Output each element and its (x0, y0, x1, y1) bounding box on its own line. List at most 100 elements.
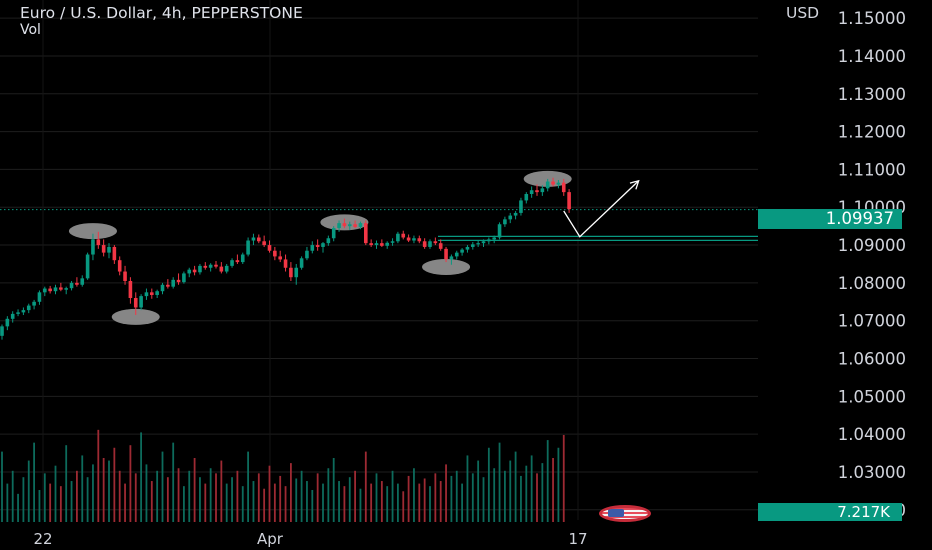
volume-bar (156, 470, 159, 522)
volume-bar (76, 470, 78, 522)
volume-bar (33, 442, 35, 522)
chart-title: Euro / U.S. Dollar, 4h, PEPPERSTONE (20, 4, 303, 22)
candle (123, 271, 127, 281)
candle (166, 284, 170, 287)
candle (487, 239, 491, 242)
candle (251, 237, 256, 241)
y-axis-tick-label: 1.09000 (838, 236, 906, 255)
volume-bar (461, 483, 463, 522)
x-axis-tick-label: 17 (568, 530, 587, 548)
volume-bar (97, 429, 100, 522)
candle (476, 243, 480, 245)
candle (192, 269, 197, 273)
volume-bar (220, 460, 223, 522)
volume-bar (204, 483, 207, 522)
candle (64, 288, 68, 290)
candle (524, 194, 529, 201)
candle (53, 287, 58, 292)
volume-bar (81, 455, 84, 522)
volume-bar (343, 486, 346, 522)
volume-bar (118, 470, 121, 522)
volume-bar (124, 483, 126, 522)
candle (37, 292, 42, 302)
volume-bar (418, 483, 421, 522)
candle (358, 223, 363, 227)
y-axis-tick-label: 1.04000 (838, 425, 906, 444)
candle (406, 237, 411, 241)
candle (465, 246, 470, 250)
volume-bar (225, 483, 228, 522)
volume-bar (445, 464, 447, 522)
last-price-badge: 1.09937 (758, 209, 902, 229)
candle (454, 252, 459, 257)
volume-bar (455, 470, 458, 522)
volume-bar (487, 447, 490, 522)
candle (289, 267, 293, 278)
volume-bar (407, 475, 410, 522)
volume-bar (482, 477, 485, 522)
candle (198, 265, 202, 273)
candle (278, 256, 282, 260)
volume-bar (327, 468, 330, 522)
volume-bar (300, 470, 303, 522)
volume-bar (59, 486, 62, 522)
candle (422, 241, 427, 247)
volume-bar (504, 470, 506, 522)
candle (0, 326, 4, 336)
volume-bar (546, 440, 549, 522)
candle (187, 269, 192, 274)
candle (561, 182, 566, 193)
volume-bar (413, 468, 415, 522)
volume-bar (493, 468, 496, 522)
volume-bar (252, 481, 255, 522)
volume-bar (199, 477, 201, 522)
volume-bar (375, 473, 378, 522)
volume-bar (129, 445, 132, 522)
volume-bar (332, 458, 335, 522)
candle (224, 265, 229, 272)
x-axis-tick-label: 22 (33, 530, 52, 548)
volume-bar (38, 490, 41, 522)
y-axis-tick-label: 1.15000 (838, 9, 906, 28)
volume-bar (429, 486, 431, 522)
y-axis-tick-label: 1.05000 (838, 387, 906, 406)
candle (305, 250, 309, 259)
candle (133, 298, 138, 308)
candle (417, 238, 422, 242)
volume-bar (306, 481, 308, 522)
volume-bar (354, 470, 356, 522)
candle (91, 239, 95, 255)
volume-bar (391, 470, 394, 522)
volume-bar (370, 483, 373, 522)
volume-bar (161, 451, 164, 522)
candle (401, 233, 406, 238)
candle (481, 241, 486, 244)
candle (310, 245, 315, 251)
flag-canton (608, 509, 624, 517)
candle (545, 181, 550, 189)
volume-bar (364, 451, 367, 522)
volume-bar (520, 475, 522, 522)
volume-bar (311, 490, 314, 522)
candle (428, 241, 432, 247)
volume-bar (65, 445, 68, 522)
volume-indicator-label[interactable]: Vol (20, 22, 41, 38)
currency-label: USD (786, 4, 820, 22)
volume-bar (268, 465, 271, 522)
volume-bar (166, 477, 169, 522)
candle (96, 239, 101, 246)
candle (144, 292, 149, 297)
candle (10, 313, 15, 319)
volume-bar (322, 483, 324, 522)
volume-bar (477, 460, 480, 522)
volume-bar (70, 481, 73, 522)
volume-bar (257, 473, 260, 522)
candle (208, 264, 213, 268)
volume-bar (113, 447, 116, 522)
us-flag-icon[interactable] (599, 505, 651, 522)
volume-bar (541, 463, 544, 522)
candle (171, 279, 175, 287)
volume-bar (241, 486, 244, 522)
candle (155, 291, 159, 295)
